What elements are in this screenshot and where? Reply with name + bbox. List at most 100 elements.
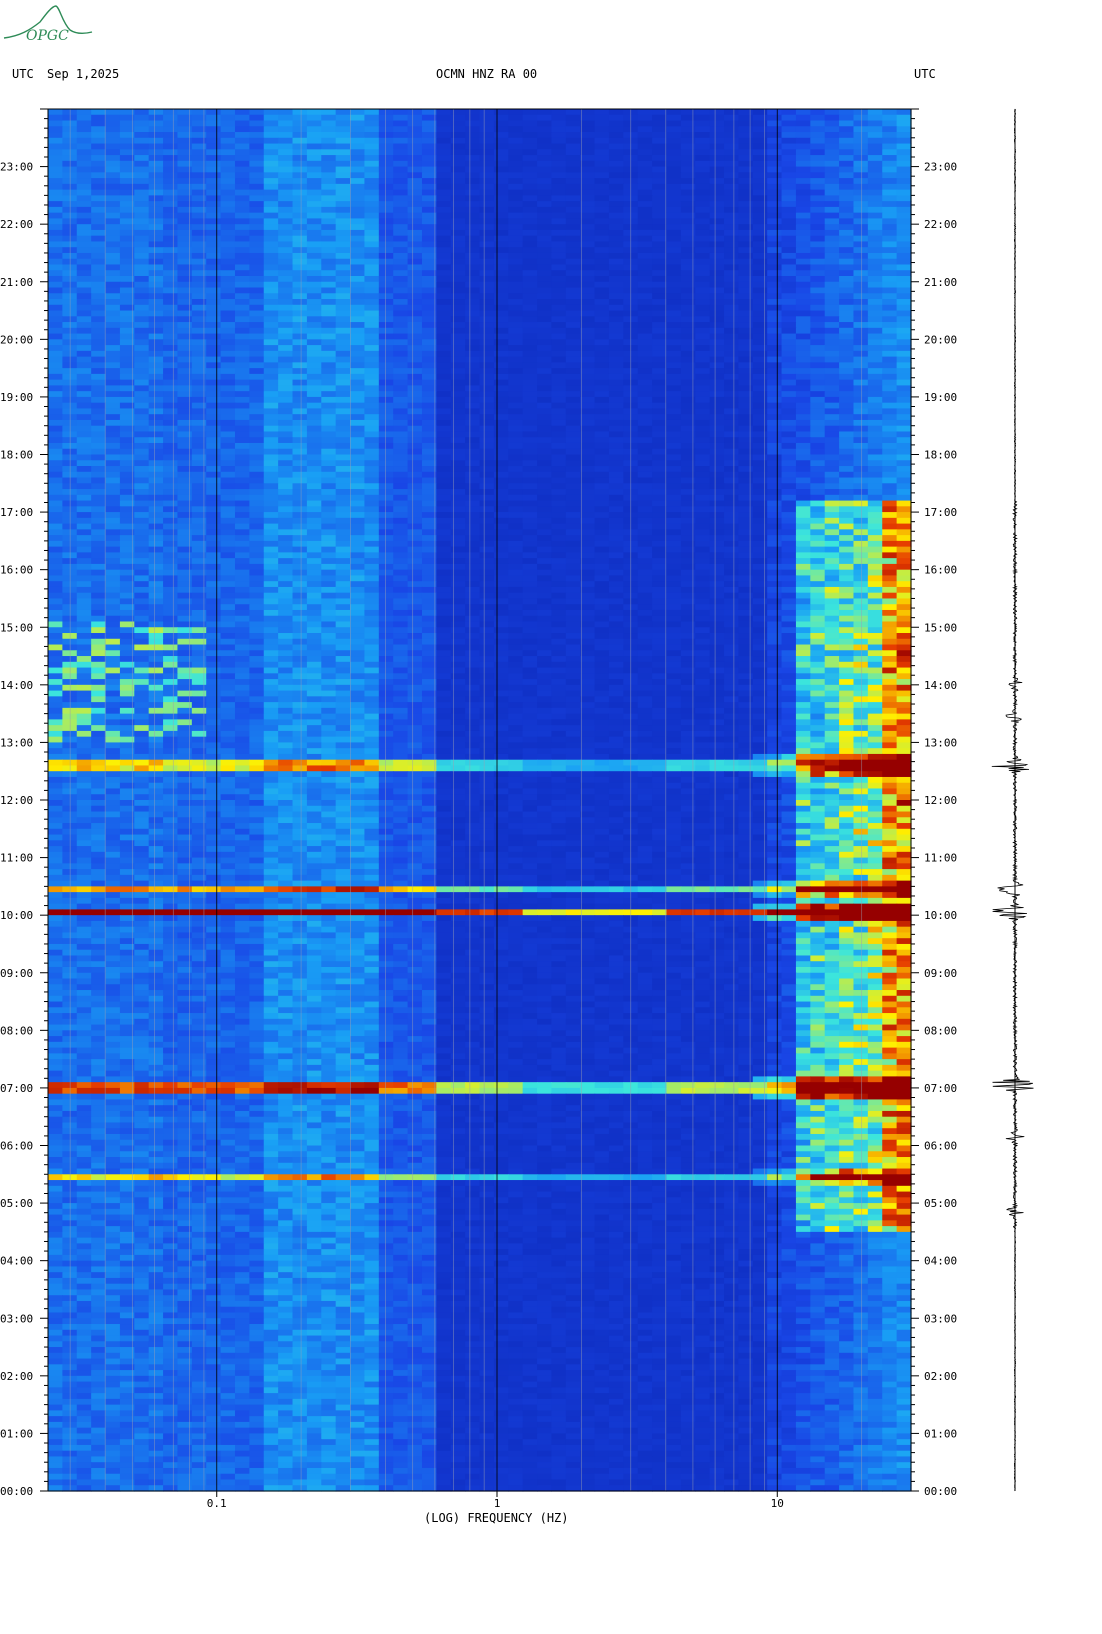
- heatmap-cell: [839, 506, 855, 513]
- heatmap-cell: [724, 460, 739, 467]
- heatmap-cell: [853, 109, 869, 116]
- heatmap-cell: [795, 195, 811, 202]
- heatmap-cell: [234, 114, 250, 122]
- heatmap-cell: [493, 345, 509, 352]
- heatmap-cell: [364, 316, 380, 323]
- heatmap-cell: [364, 529, 380, 536]
- heatmap-cell: [795, 391, 811, 398]
- heatmap-cell: [580, 581, 596, 588]
- heatmap-cell: [119, 408, 135, 415]
- heatmap-cell: [810, 373, 826, 381]
- heatmap-cell: [479, 448, 495, 456]
- heatmap-cell: [853, 569, 869, 577]
- heatmap-cell: [321, 402, 337, 410]
- heatmap-cell: [522, 350, 538, 358]
- heatmap-cell: [594, 189, 610, 196]
- heatmap-cell: [335, 293, 351, 300]
- heatmap-cell: [839, 535, 855, 542]
- heatmap-cell: [436, 569, 452, 577]
- heatmap-cell: [781, 206, 797, 214]
- heatmap-cell: [292, 540, 308, 548]
- heatmap-cell: [680, 575, 696, 582]
- heatmap-cell: [191, 425, 207, 433]
- heatmap-cell: [637, 552, 653, 559]
- heatmap-cell: [882, 362, 898, 369]
- heatmap-cell: [537, 529, 553, 536]
- heatmap-cell: [508, 126, 524, 133]
- heatmap-cell: [724, 114, 739, 122]
- heatmap-cell: [896, 356, 912, 363]
- heatmap-cell: [421, 466, 437, 473]
- heatmap-cell: [335, 183, 351, 191]
- heatmap-cell: [867, 258, 883, 266]
- heatmap-cell: [580, 178, 596, 185]
- heatmap-cell: [608, 402, 624, 410]
- heatmap-cell: [493, 327, 509, 335]
- heatmap-cell: [191, 114, 207, 122]
- heatmap-cell: [608, 241, 624, 248]
- heatmap-cell: [306, 350, 322, 358]
- heatmap-cell: [364, 535, 380, 542]
- heatmap-cell: [479, 178, 495, 185]
- heatmap-cell: [378, 483, 394, 490]
- heatmap-cell: [608, 189, 624, 196]
- heatmap-cell: [393, 143, 409, 150]
- heatmap-cell: [680, 483, 696, 490]
- heatmap-cell: [421, 483, 437, 490]
- heatmap-cell: [436, 166, 452, 173]
- heatmap-cell: [680, 408, 696, 415]
- heatmap-cell: [493, 137, 509, 145]
- heatmap-cell: [666, 143, 682, 150]
- heatmap-cell: [508, 500, 524, 507]
- heatmap-cell: [378, 535, 394, 542]
- heatmap-cell: [134, 316, 150, 323]
- heatmap-cell: [508, 120, 524, 127]
- heatmap-cell: [407, 350, 423, 358]
- heatmap-cell: [220, 206, 236, 214]
- heatmap-cell: [810, 327, 826, 335]
- heatmap-cell: [608, 448, 624, 456]
- heatmap-cell: [724, 304, 739, 312]
- heatmap-cell: [522, 166, 538, 173]
- heatmap-cell: [537, 132, 553, 139]
- heatmap-cell: [508, 414, 524, 421]
- heatmap-cell: [522, 327, 538, 335]
- heatmap-cell: [680, 212, 696, 220]
- heatmap-cell: [767, 264, 783, 271]
- heatmap-cell: [306, 546, 322, 553]
- heatmap-cell: [580, 229, 596, 237]
- heatmap-cell: [91, 442, 107, 450]
- heatmap-cell: [724, 109, 739, 116]
- heatmap-cell: [537, 558, 553, 565]
- heatmap-cell: [565, 206, 581, 214]
- heatmap-cell: [335, 558, 351, 565]
- heatmap-cell: [206, 310, 222, 317]
- heatmap-cell: [637, 379, 653, 386]
- heatmap-cell: [393, 489, 409, 496]
- heatmap-cell: [335, 414, 351, 421]
- heatmap-cell: [882, 442, 898, 450]
- heatmap-cell: [882, 402, 898, 410]
- heatmap-cell: [278, 304, 294, 312]
- heatmap-cell: [450, 540, 466, 548]
- heatmap-cell: [364, 264, 380, 271]
- heatmap-cell: [896, 506, 912, 513]
- heatmap-cell: [853, 454, 869, 461]
- heatmap-cell: [680, 546, 696, 553]
- heatmap-cell: [119, 569, 135, 577]
- heatmap-cell: [364, 241, 380, 248]
- heatmap-cell: [709, 368, 725, 375]
- heatmap-cell: [378, 160, 394, 168]
- heatmap-cell: [220, 120, 236, 127]
- heatmap-cell: [580, 483, 596, 490]
- heatmap-cell: [177, 270, 193, 277]
- heatmap-cell: [335, 552, 351, 559]
- heatmap-cell: [105, 362, 121, 369]
- heatmap-cell: [263, 442, 279, 450]
- heatmap-cell: [321, 132, 337, 139]
- heatmap-cell: [76, 529, 92, 536]
- heatmap-cell: [421, 224, 437, 231]
- heatmap-cell: [407, 506, 423, 513]
- heatmap-cell: [666, 172, 682, 179]
- heatmap-cell: [292, 235, 308, 243]
